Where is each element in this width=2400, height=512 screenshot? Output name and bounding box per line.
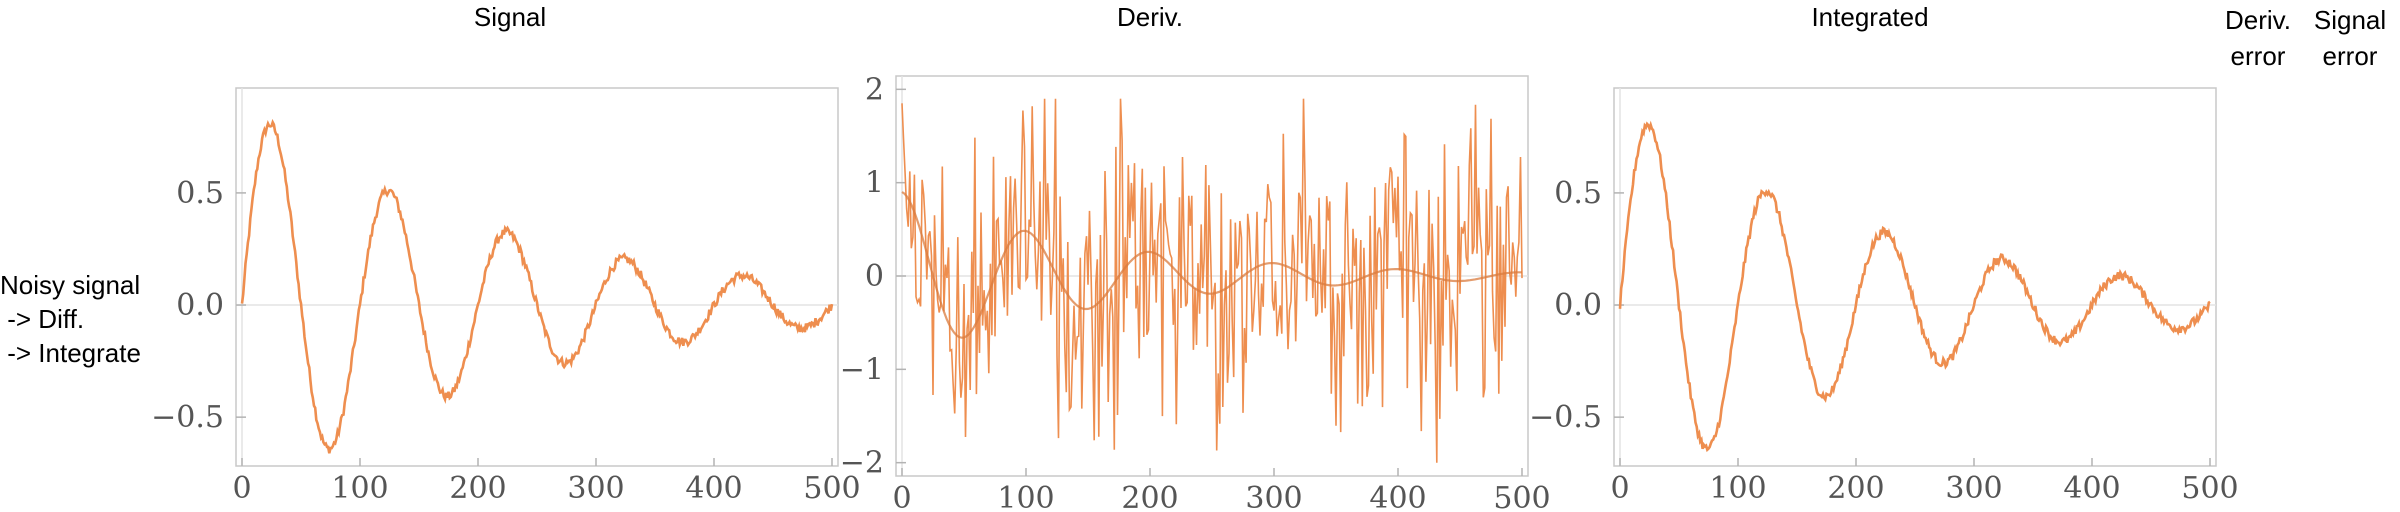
- derivative-chart: 0 100 200 300 400 500 −2 −1 0 1 2: [840, 72, 1551, 512]
- y-tick: 2: [865, 72, 906, 107]
- y-tick-label: 0.5: [1554, 176, 1602, 211]
- x-tick: 100: [997, 468, 1055, 512]
- y-tick-label: 0.5: [176, 176, 224, 211]
- x-tick-label: 200: [1827, 471, 1884, 506]
- x-tick: 300: [1245, 468, 1303, 512]
- series-line: [901, 98, 1523, 463]
- x-tick: 0: [232, 458, 252, 506]
- x-tick-label: 300: [1245, 481, 1302, 512]
- row-label-line-1: Noisy signal: [0, 270, 141, 300]
- y-tick: −2: [840, 446, 906, 481]
- x-tick: 500: [1493, 468, 1551, 512]
- y-tick-label: 2: [865, 72, 884, 107]
- y-tick: −0.5: [1529, 400, 1624, 435]
- x-tick-label: 100: [997, 481, 1054, 512]
- column-header-deriv-error: Deriv. error: [2225, 5, 2291, 71]
- column-header-signal-error: Signal error: [2313, 5, 2387, 71]
- x-tick-label: 400: [1369, 481, 1426, 512]
- x-tick-label: 500: [2181, 471, 2238, 506]
- y-tick-label: 0: [865, 259, 884, 294]
- y-tick-label: −2: [840, 446, 884, 481]
- x-tick: 0: [1610, 458, 1630, 506]
- plot-frame: [235, 87, 839, 467]
- x-tick: 400: [685, 458, 743, 506]
- y-tick-label: −0.5: [1529, 400, 1602, 435]
- column-header-deriv: Deriv.: [1117, 2, 1183, 32]
- y-tick: 0.5: [176, 176, 246, 211]
- x-tick: 200: [449, 458, 507, 506]
- x-tick-label: 0: [1610, 471, 1629, 506]
- y-tick: −0.5: [151, 400, 246, 435]
- y-tick-label: 0.0: [1554, 288, 1602, 323]
- y-tick-label: −0.5: [151, 400, 224, 435]
- y-tick-label: −1: [840, 352, 884, 387]
- y-tick-label: 1: [865, 166, 884, 201]
- x-tick-label: 300: [567, 471, 624, 506]
- column-header-integrated: Integrated: [1811, 2, 1929, 32]
- x-tick-label: 300: [1945, 471, 2002, 506]
- y-tick: −1: [840, 352, 906, 387]
- smooth-derivative-line: [901, 191, 1522, 339]
- row-label: Noisy signal -> Diff. -> Integrate: [0, 268, 141, 370]
- x-tick: 200: [1121, 468, 1179, 512]
- x-tick-label: 0: [232, 471, 251, 506]
- x-tick: 400: [1369, 468, 1427, 512]
- row-label-line-2: -> Diff.: [0, 304, 85, 334]
- series-line: [240, 118, 834, 454]
- x-tick: 100: [1709, 458, 1767, 506]
- x-tick: 0: [892, 468, 912, 512]
- y-tick-label: 0.0: [176, 288, 224, 323]
- x-tick-label: 400: [685, 471, 742, 506]
- x-tick: 500: [2181, 458, 2239, 506]
- y-tick: 0: [865, 259, 906, 294]
- x-tick-label: 200: [1121, 481, 1178, 512]
- y-tick: 0.5: [1554, 176, 1624, 211]
- x-tick: 300: [567, 458, 625, 506]
- x-tick-label: 100: [1709, 471, 1766, 506]
- row-label-line-3: -> Integrate: [0, 338, 141, 368]
- x-tick-label: 500: [803, 471, 860, 506]
- x-tick-label: 0: [892, 481, 911, 512]
- column-header-signal: Signal: [473, 2, 547, 32]
- integrated-chart: 0 100 200 300 400 500 −0.5 0.0 0.5: [1529, 87, 2239, 506]
- x-tick-label: 500: [1493, 481, 1550, 512]
- x-tick-label: 400: [2063, 471, 2120, 506]
- x-tick: 300: [1945, 458, 2003, 506]
- plot-frame: [1613, 87, 2217, 467]
- y-tick: 0.0: [176, 288, 246, 323]
- x-tick: 500: [803, 458, 861, 506]
- series-line: [1618, 120, 2211, 453]
- x-tick: 100: [331, 458, 389, 506]
- y-tick: 1: [865, 166, 906, 201]
- x-tick: 200: [1827, 458, 1885, 506]
- x-tick: 400: [2063, 458, 2121, 506]
- signal-chart: 0 100 200 300 400 500 −0.5 0.0 0.5: [151, 87, 861, 506]
- x-tick-label: 200: [449, 471, 506, 506]
- x-tick-label: 100: [331, 471, 388, 506]
